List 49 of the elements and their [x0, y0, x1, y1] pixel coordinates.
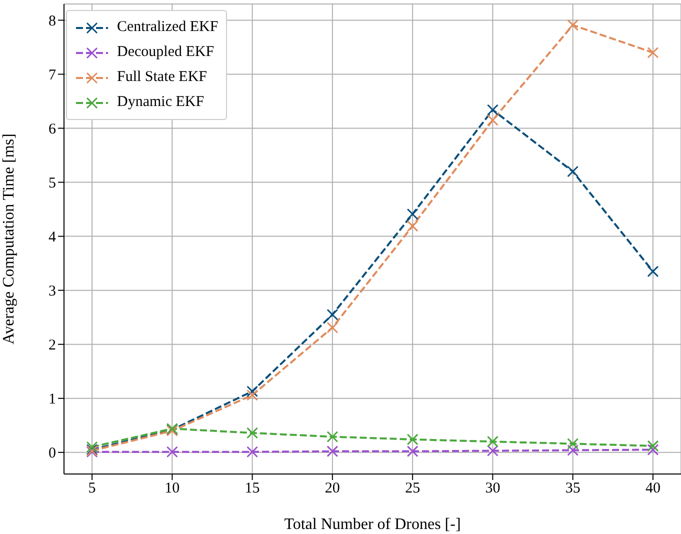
y-axis-title: Average Computation Time [ms]: [0, 134, 18, 344]
y-tick-label: 7: [48, 68, 56, 84]
point: [246, 446, 258, 458]
point: [406, 220, 418, 232]
x-tick-label: 15: [244, 480, 260, 497]
point: [246, 389, 258, 401]
x-tick-label: 10: [164, 480, 180, 497]
point: [166, 446, 178, 458]
point: [246, 427, 258, 439]
point: [486, 436, 498, 448]
point: [86, 441, 98, 453]
y-tick-label: 1: [48, 392, 56, 408]
point: [406, 446, 418, 458]
point: [647, 46, 659, 58]
y-tick-label: 2: [48, 338, 56, 354]
point: [567, 444, 579, 456]
x-tick-label: 40: [645, 480, 660, 497]
point: [406, 208, 418, 220]
point: [326, 308, 338, 320]
point: [406, 434, 418, 446]
x-tick-label: 35: [565, 480, 580, 497]
y-tick-label: 4: [48, 230, 56, 246]
point: [326, 322, 338, 334]
point: [326, 430, 338, 442]
y-tick-label: 8: [48, 14, 56, 30]
x-tick-label: 20: [324, 480, 340, 497]
legend-label: Centralized EKF: [117, 19, 218, 36]
point: [486, 114, 498, 126]
y-tick-label: 5: [48, 176, 56, 192]
point: [567, 166, 579, 178]
x-tick-label: 30: [485, 480, 500, 497]
point: [567, 19, 579, 31]
point: [567, 438, 579, 450]
legend-label: Decoupled EKF: [117, 44, 214, 61]
x-tick-label: 25: [405, 480, 420, 497]
point: [486, 445, 498, 457]
y-tick-label: 0: [48, 446, 56, 462]
x-axis-title: Total Number of Drones [-]: [284, 516, 461, 533]
legend-label: Dynamic EKF: [117, 94, 204, 111]
y-tick-label: 3: [48, 284, 56, 300]
point: [486, 104, 498, 116]
point: [246, 386, 258, 398]
point: [647, 266, 659, 278]
point: [647, 444, 659, 456]
point: [326, 446, 338, 458]
y-tick-label: 6: [48, 122, 56, 138]
point: [647, 440, 659, 452]
legend-label: Full State EKF: [117, 69, 208, 86]
x-tick-label: 5: [88, 480, 96, 497]
